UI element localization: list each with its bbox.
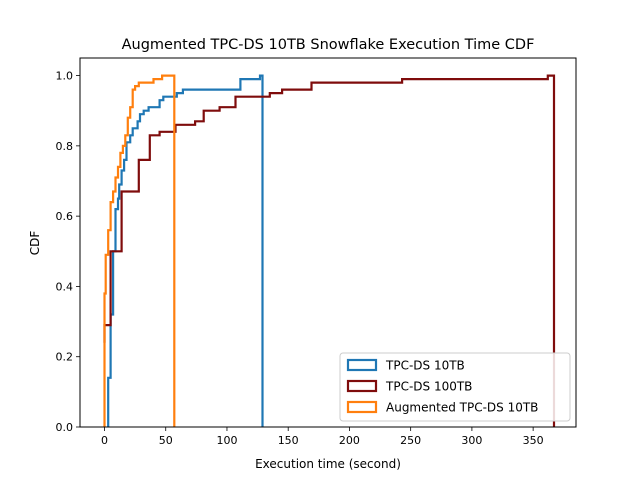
legend-swatch xyxy=(346,400,378,414)
plot-frame xyxy=(79,57,577,428)
y-tick-label: 0.2 xyxy=(56,351,74,364)
y-axis-label: CDF xyxy=(28,231,42,256)
legend-swatch xyxy=(346,358,378,372)
legend-swatch xyxy=(346,379,378,393)
series-lines xyxy=(103,74,556,427)
plot-area: 0 50 100 150 200 250 300 350 0.0 0.2 0.4 0.6 0.8 1.0 xyxy=(56,57,577,447)
series-line-augmented-tpcds-10tb xyxy=(103,74,176,427)
series-line-tpcds-100tb xyxy=(103,74,556,427)
y-axis-ticks: 0.0 0.2 0.4 0.6 0.8 1.0 xyxy=(56,70,80,434)
x-tick-label: 0 xyxy=(101,434,108,447)
x-tick-label: 250 xyxy=(400,434,421,447)
y-tick-label: 0.0 xyxy=(56,421,74,434)
x-tick-label: 100 xyxy=(216,434,237,447)
legend: TPC-DS 10TB TPC-DS 100TB Augmented TPC-DS … xyxy=(339,352,571,422)
x-tick-label: 50 xyxy=(159,434,173,447)
y-tick-label: 0.4 xyxy=(56,280,74,293)
y-tick-label: 1.0 xyxy=(56,70,74,83)
legend-box xyxy=(339,352,571,422)
x-tick-label: 150 xyxy=(278,434,299,447)
x-axis-label: Execution time (second) xyxy=(255,457,401,471)
x-axis-ticks: 0 50 100 150 200 250 300 350 xyxy=(101,427,544,447)
chart-title: Augmented TPC-DS 10TB Snowflake Executio… xyxy=(122,37,535,53)
legend-label: TPC-DS 100TB xyxy=(385,380,472,394)
x-tick-label: 300 xyxy=(461,434,482,447)
x-tick-label: 350 xyxy=(523,434,544,447)
legend-label: TPC-DS 10TB xyxy=(385,359,465,373)
series-line-tpcds-10tb xyxy=(107,74,264,427)
y-tick-label: 0.8 xyxy=(56,140,74,153)
x-tick-label: 200 xyxy=(339,434,360,447)
y-tick-label: 0.6 xyxy=(56,210,74,223)
legend-label: Augmented TPC-DS 10TB xyxy=(386,401,538,415)
